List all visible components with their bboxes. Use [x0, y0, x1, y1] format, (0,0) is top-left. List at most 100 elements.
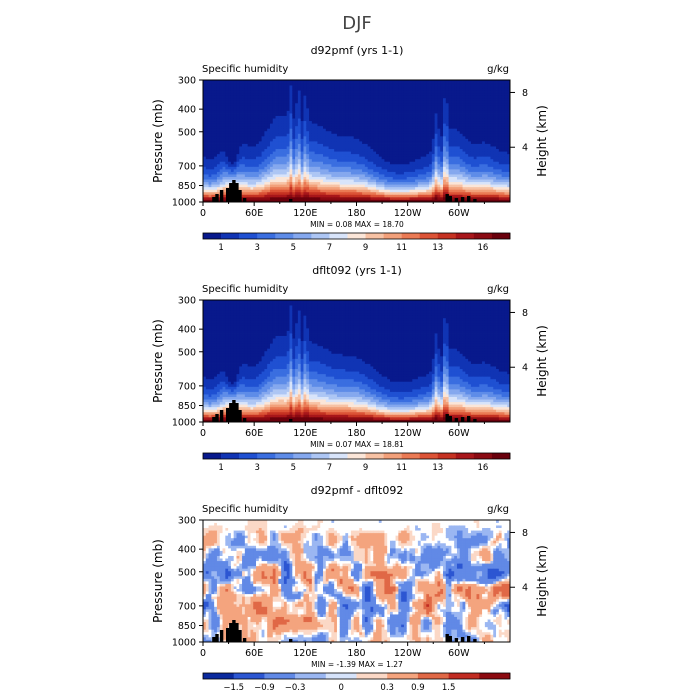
field-cell: [389, 199, 394, 203]
field-cell: [236, 115, 240, 119]
field-cell: [236, 125, 240, 129]
field-cell: [420, 105, 424, 109]
field-cell: [490, 120, 494, 124]
field-cell: [244, 90, 249, 94]
field-cell: [429, 158, 433, 162]
field-cell: [384, 194, 388, 198]
field-cell: [292, 118, 296, 122]
field-cell: [219, 133, 223, 137]
field-cell: [426, 181, 430, 185]
field-cell: [233, 143, 237, 147]
field-cell: [275, 199, 279, 203]
field-cell: [267, 179, 271, 183]
field-cell: [364, 105, 369, 109]
field-cell: [473, 191, 477, 195]
field-cell: [314, 123, 318, 127]
field-cell: [334, 163, 338, 167]
field-cell: [487, 146, 491, 150]
field-cell: [336, 151, 341, 155]
field-cell: [205, 168, 209, 172]
field-cell: [465, 143, 469, 147]
field-cell: [306, 153, 310, 157]
field-cell: [314, 199, 318, 203]
field-cell: [247, 105, 251, 109]
field-cell: [303, 168, 307, 172]
field-cell: [423, 168, 427, 172]
field-cell: [306, 199, 310, 203]
field-cell: [445, 82, 449, 86]
field-cell: [487, 102, 491, 106]
field-cell: [395, 176, 399, 180]
field-cell: [345, 184, 349, 188]
field-cell: [211, 176, 215, 180]
field-cell: [389, 196, 394, 200]
field-cell: [389, 110, 394, 114]
field-cell: [431, 181, 436, 185]
field-cell: [244, 196, 249, 200]
field-cell: [334, 174, 338, 177]
field-cell: [373, 133, 377, 137]
field-cell: [431, 179, 436, 183]
field-cell: [431, 87, 436, 91]
field-cell: [470, 125, 475, 129]
field-cell: [412, 133, 416, 137]
field-cell: [261, 107, 265, 111]
field-cell: [392, 135, 396, 139]
field-cell: [275, 163, 279, 167]
field-cell: [367, 156, 371, 160]
field-cell: [459, 102, 463, 106]
field-cell: [306, 194, 310, 198]
field-cell: [281, 120, 285, 124]
field-cell: [211, 186, 215, 190]
field-cell: [203, 184, 207, 188]
field-cell: [454, 87, 458, 91]
field-cell: [353, 133, 357, 137]
field-cell: [295, 143, 299, 147]
field-cell: [482, 184, 486, 188]
field-cell: [403, 189, 408, 193]
field-cell: [398, 161, 402, 165]
field-cell: [389, 153, 394, 157]
field-cell: [214, 90, 218, 94]
field-cell: [370, 135, 374, 139]
field-cell: [476, 138, 480, 142]
field-cell: [269, 118, 274, 122]
field-cell: [222, 128, 226, 132]
field-cell: [387, 110, 391, 114]
field-cell: [364, 174, 369, 177]
field-cell: [353, 105, 357, 109]
field-cell: [306, 184, 310, 188]
field-cell: [256, 151, 260, 155]
field-cell: [317, 153, 321, 157]
field-cell: [381, 87, 385, 91]
field-cell: [353, 120, 357, 124]
field-cell: [225, 85, 229, 89]
field-cell: [261, 158, 265, 162]
field-cell: [482, 179, 486, 183]
field-cell: [376, 82, 380, 86]
field-cell: [373, 87, 377, 91]
field-cell: [443, 158, 447, 162]
field-cell: [409, 95, 413, 99]
field-cell: [456, 148, 461, 152]
field-cell: [323, 110, 327, 114]
field-cell: [300, 151, 304, 155]
field-cell: [384, 153, 388, 157]
field-cell: [376, 128, 380, 132]
field-cell: [376, 141, 380, 144]
field-cell: [459, 120, 463, 124]
field-cell: [336, 107, 341, 111]
field-cell: [334, 107, 338, 111]
field-cell: [278, 168, 282, 172]
field-cell: [434, 133, 438, 137]
field-cell: [367, 148, 371, 152]
field-cell: [250, 97, 254, 101]
field-cell: [362, 176, 366, 180]
field-cell: [395, 128, 399, 132]
field-cell: [272, 148, 276, 152]
field-cell: [445, 107, 449, 111]
field-cell: [297, 153, 302, 157]
field-cell: [392, 168, 396, 172]
field-cell: [320, 82, 324, 86]
field-cell: [331, 156, 335, 160]
